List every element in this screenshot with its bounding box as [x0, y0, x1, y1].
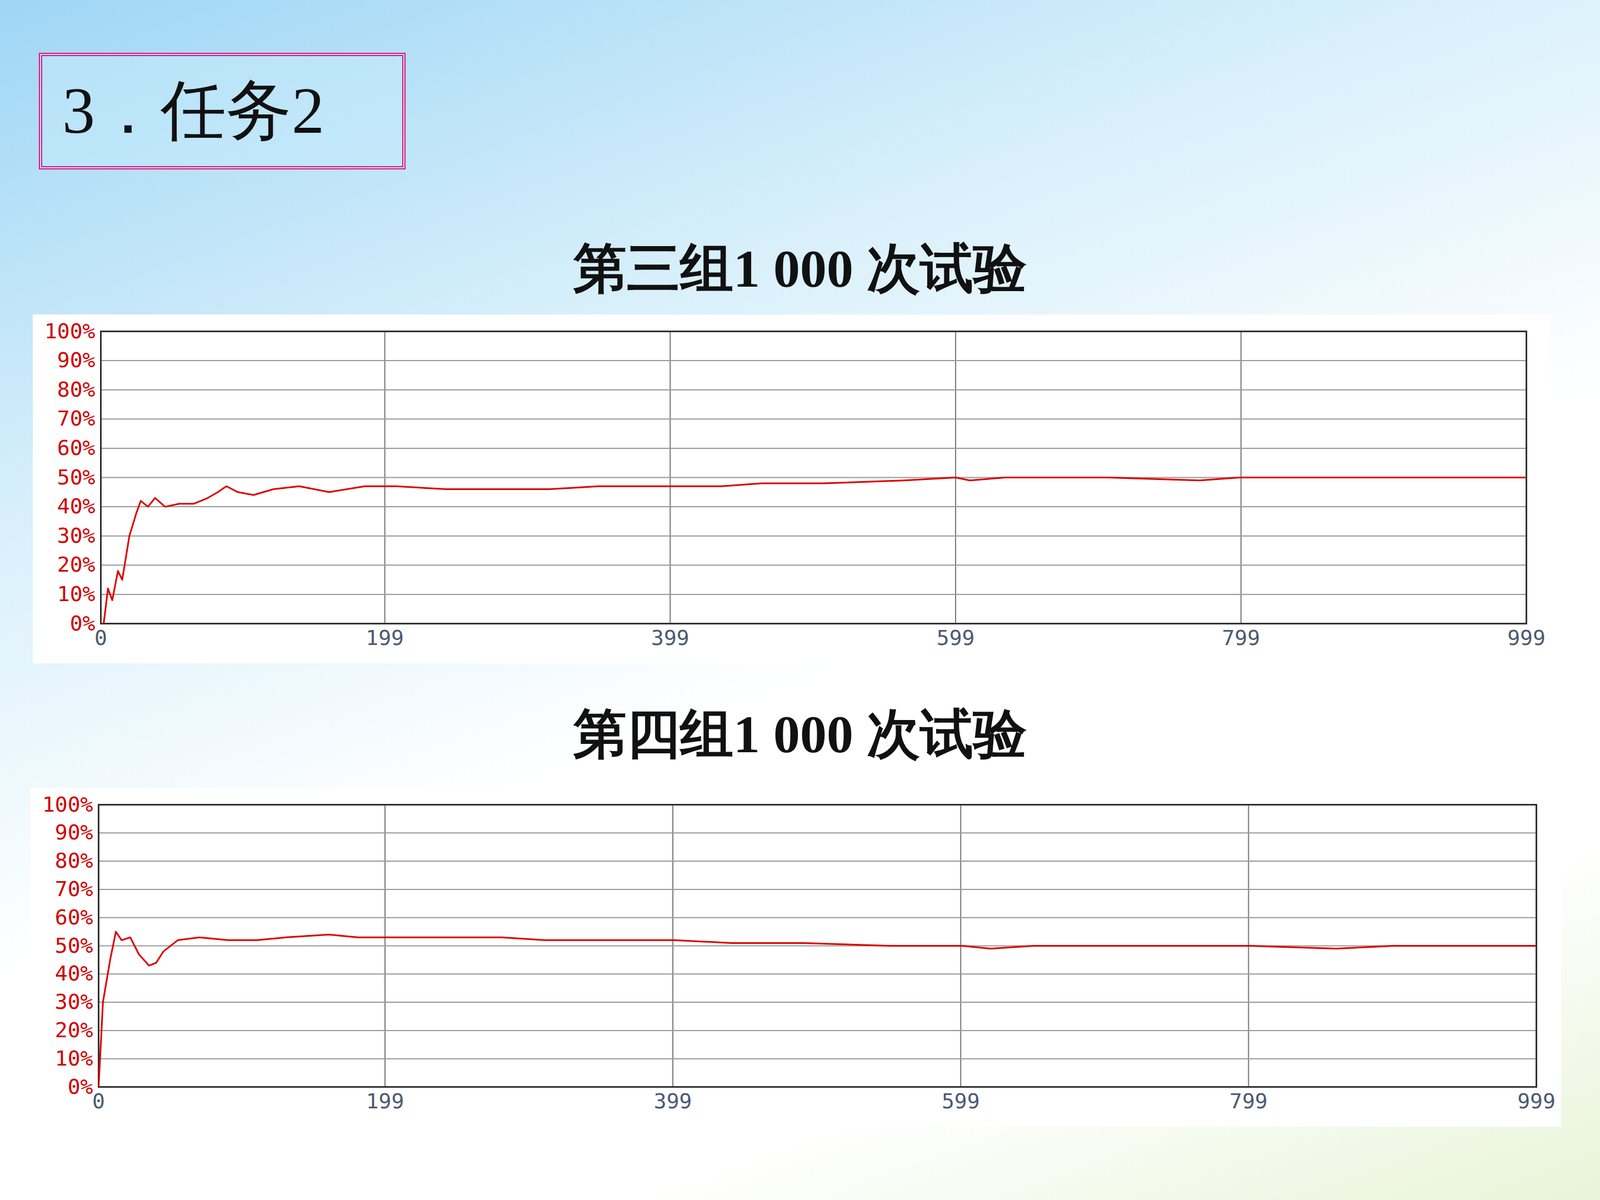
svg-text:199: 199 — [365, 625, 404, 650]
html-text:第三组1 000 次试验: 第三组1 000 次试验 — [573, 238, 1027, 299]
svg-text:20%: 20% — [55, 1017, 94, 1043]
svg-text:399: 399 — [653, 1088, 693, 1114]
html-text:3．任务2: 3．任务2 — [62, 74, 325, 148]
svg-text:50%: 50% — [57, 465, 96, 490]
svg-text:20%: 20% — [57, 552, 96, 577]
svg-text:399: 399 — [651, 625, 690, 650]
svg-text:0: 0 — [92, 1088, 105, 1114]
svg-text:999: 999 — [1517, 1088, 1556, 1114]
svg-text:40%: 40% — [57, 493, 96, 519]
svg-text:599: 599 — [941, 1088, 980, 1114]
svg-text:60%: 60% — [55, 905, 94, 930]
svg-text:80%: 80% — [57, 377, 96, 402]
svg-text:0%: 0% — [70, 611, 96, 636]
html-text:第四组1 000 次试验: 第四组1 000 次试验 — [573, 704, 1027, 764]
svg-text:799: 799 — [1229, 1088, 1268, 1114]
svg-text:100%: 100% — [42, 792, 94, 817]
svg-text:10%: 10% — [55, 1046, 94, 1071]
svg-text:80%: 80% — [55, 848, 94, 873]
svg-text:30%: 30% — [55, 989, 94, 1014]
svg-text:50%: 50% — [55, 933, 94, 958]
svg-text:90%: 90% — [57, 347, 96, 373]
svg-text:60%: 60% — [57, 435, 96, 460]
svg-text:40%: 40% — [55, 961, 94, 986]
svg-text:199: 199 — [366, 1088, 405, 1114]
svg-text:599: 599 — [936, 625, 975, 650]
svg-text:90%: 90% — [55, 820, 94, 845]
svg-text:70%: 70% — [57, 406, 96, 431]
svg-text:10%: 10% — [57, 581, 96, 607]
svg-text:100%: 100% — [44, 318, 96, 344]
svg-text:0%: 0% — [67, 1074, 94, 1099]
svg-text:30%: 30% — [57, 523, 96, 548]
svg-text:0: 0 — [94, 625, 108, 650]
svg-text:999: 999 — [1507, 625, 1546, 650]
svg-text:799: 799 — [1221, 625, 1260, 650]
svg-text:70%: 70% — [55, 876, 94, 902]
